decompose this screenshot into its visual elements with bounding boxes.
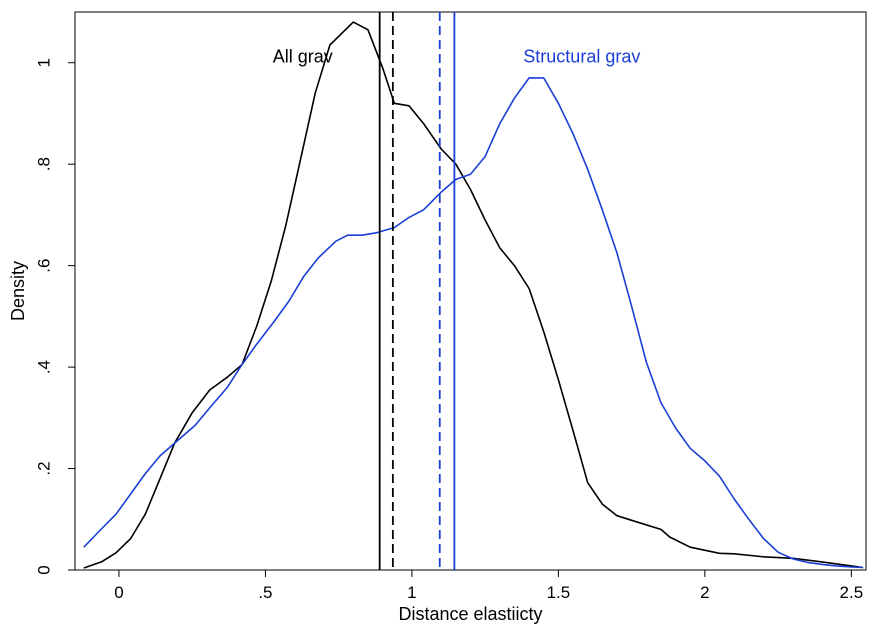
x-tick-label: 1.5 <box>547 583 571 602</box>
series-line-0 <box>83 21 864 569</box>
reference-lines <box>378 12 456 570</box>
series-line-1 <box>83 77 864 569</box>
x-tick-label: 2 <box>700 583 709 602</box>
x-tick-label: .5 <box>258 583 272 602</box>
x-axis-title: Distance elastiicty <box>398 604 542 624</box>
series-label-0: All grav <box>273 47 333 67</box>
y-tick-label: .8 <box>34 157 53 171</box>
y-tick-label: .6 <box>34 259 53 273</box>
y-tick-label: .4 <box>34 360 53 374</box>
plot-frame <box>74 11 867 571</box>
series-labels: All grav Structural grav <box>273 47 641 67</box>
y-tick-label: .2 <box>34 461 53 475</box>
x-tick-label: 1 <box>407 583 416 602</box>
series-lines <box>83 21 864 569</box>
y-tick-label: 1 <box>34 58 53 67</box>
y-axis: 0 .2 .4 .6 .8 1 <box>34 58 75 575</box>
x-tick-label: 0 <box>114 583 123 602</box>
y-tick-label: 0 <box>34 565 53 574</box>
y-axis-title: Density <box>8 261 28 321</box>
x-axis: 0 .5 1 1.5 2 2.5 <box>114 570 863 602</box>
series-label-1: Structural grav <box>523 47 640 67</box>
x-tick-label: 2.5 <box>840 583 864 602</box>
